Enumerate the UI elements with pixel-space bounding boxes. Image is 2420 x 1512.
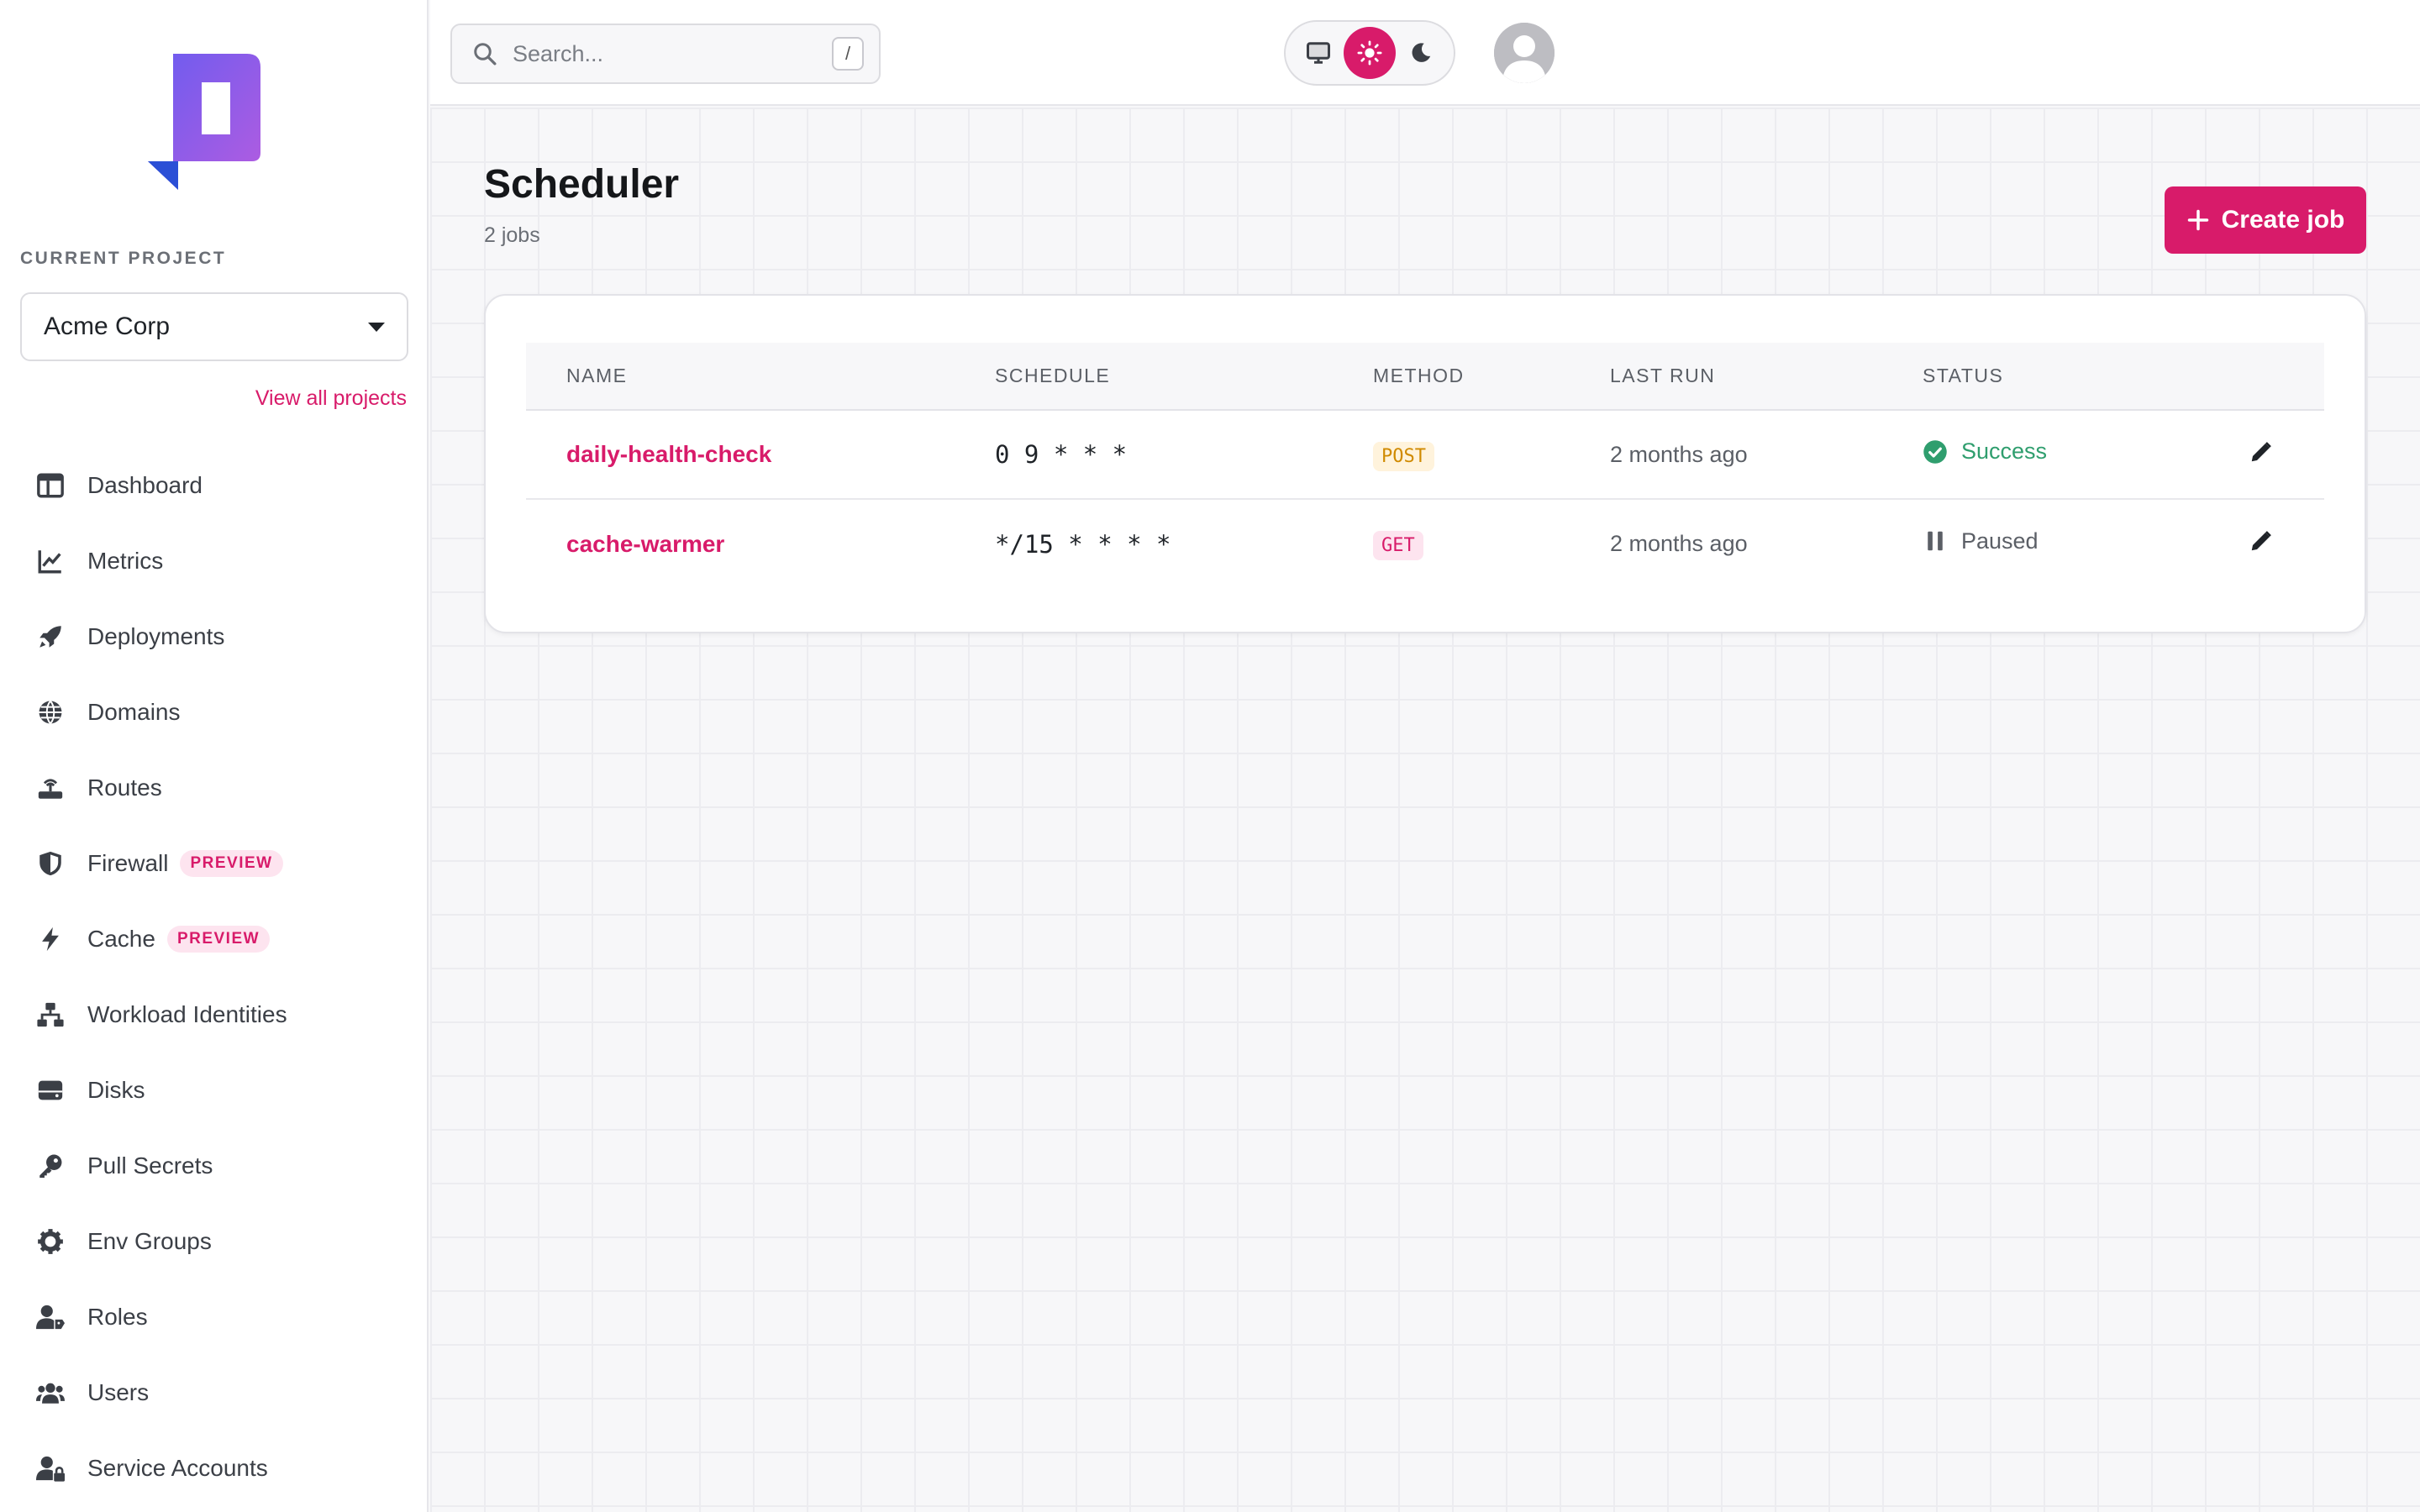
sidebar-item-label: Env Groups <box>87 1228 212 1254</box>
sidebar-item-users[interactable]: Users <box>0 1355 429 1431</box>
search-box[interactable]: / <box>450 24 881 84</box>
theme-dark-button[interactable] <box>1396 27 1447 79</box>
sidebar-item-label: Cache <box>87 926 155 952</box>
sidebar-item-env-groups[interactable]: Env Groups <box>0 1204 429 1279</box>
column-header-last-run[interactable]: LAST RUN <box>1610 343 1923 411</box>
sidebar-item-label: Dashboard <box>87 472 203 498</box>
last-run: 2 months ago <box>1610 441 1748 467</box>
chart-line-icon <box>35 546 66 576</box>
edit-pencil-icon[interactable] <box>2249 528 2274 554</box>
key-icon <box>35 1151 66 1181</box>
monitor-icon <box>1306 42 1330 64</box>
sidebar-item-label: Roles <box>87 1304 148 1330</box>
disk-icon <box>35 1075 66 1105</box>
moon-icon <box>1412 43 1431 62</box>
status-badge: Paused <box>1923 528 2039 554</box>
last-run: 2 months ago <box>1610 531 1748 556</box>
rocket-icon <box>35 622 66 652</box>
sidebar-item-label: Firewall <box>87 850 169 876</box>
project-select-value: Acme Corp <box>44 312 171 340</box>
gear-icon <box>35 1226 66 1257</box>
sidebar-item-domains[interactable]: Domains <box>0 675 429 750</box>
search-shortcut-key: / <box>832 37 864 71</box>
sidebar-item-label: Service Accounts <box>87 1455 268 1481</box>
project-select[interactable]: Acme Corp <box>20 292 408 361</box>
sidebar-item-disks[interactable]: Disks <box>0 1053 429 1128</box>
job-schedule: 0 9 * * * <box>995 440 1128 469</box>
network-icon <box>35 1000 66 1030</box>
search-icon <box>474 43 497 66</box>
sidebar-item-workload-identities[interactable]: Workload Identities <box>0 977 429 1053</box>
search-input[interactable] <box>513 40 832 67</box>
topbar: / <box>430 0 2420 106</box>
users-icon <box>35 1378 66 1408</box>
sidebar-item-label: Metrics <box>87 548 164 574</box>
sidebar-item-label: Routes <box>87 774 162 801</box>
sidebar-item-deployments[interactable]: Deployments <box>0 599 429 675</box>
job-schedule: */15 * * * * <box>995 529 1171 559</box>
jobs-table: NAME SCHEDULE METHOD LAST RUN STATUS dai… <box>526 343 2324 588</box>
method-badge: POST <box>1373 441 1434 471</box>
sidebar-item-label: Workload Identities <box>87 1001 287 1027</box>
sidebar-item-label: Domains <box>87 699 181 725</box>
pause-icon <box>1928 532 1943 551</box>
current-project-label: CURRENT PROJECT <box>20 249 227 268</box>
page-title: Scheduler <box>484 162 680 207</box>
sidebar-item-roles[interactable]: Roles <box>0 1279 429 1355</box>
plus-icon <box>2187 209 2208 231</box>
theme-switcher <box>1284 20 1455 86</box>
table-row[interactable]: daily-health-check 0 9 * * * POST 2 mont… <box>526 410 2324 500</box>
sidebar-item-label: Deployments <box>87 623 225 649</box>
theme-light-button[interactable] <box>1344 27 1396 79</box>
caret-down-icon <box>368 322 385 332</box>
dashboard-icon <box>35 470 66 501</box>
table-row[interactable]: cache-warmer */15 * * * * GET 2 months a… <box>526 499 2324 588</box>
job-name-link[interactable]: cache-warmer <box>566 530 725 557</box>
method-badge: GET <box>1373 531 1423 560</box>
sidebar-item-metrics[interactable]: Metrics <box>0 523 429 599</box>
sidebar-item-firewall[interactable]: Firewall PREVIEW <box>0 826 429 901</box>
job-count: 2 jobs <box>484 223 540 247</box>
router-icon <box>35 773 66 803</box>
column-header-schedule[interactable]: SCHEDULE <box>995 343 1373 411</box>
table-header-row: NAME SCHEDULE METHOD LAST RUN STATUS <box>526 343 2324 411</box>
main-content: Scheduler 2 jobs Create job NAME SCHEDUL… <box>430 108 2420 1512</box>
sidebar-item-pull-secrets[interactable]: Pull Secrets <box>0 1128 429 1204</box>
sidebar-item-dashboard[interactable]: Dashboard <box>0 448 429 523</box>
view-all-projects-link[interactable]: View all projects <box>255 386 407 410</box>
sidebar-nav: Dashboard Metrics Deployments Domains Ro… <box>0 448 429 1506</box>
user-avatar[interactable] <box>1494 23 1555 83</box>
preview-badge: PREVIEW <box>166 926 271 953</box>
app-logo[interactable] <box>148 54 260 190</box>
sun-icon <box>1357 40 1382 66</box>
sidebar-item-label: Pull Secrets <box>87 1152 213 1179</box>
sidebar-item-label: Disks <box>87 1077 145 1103</box>
edit-pencil-icon[interactable] <box>2249 439 2274 465</box>
shield-icon <box>35 848 66 879</box>
column-header-name[interactable]: NAME <box>526 343 995 411</box>
bolt-icon <box>35 924 66 954</box>
create-job-label: Create job <box>2221 206 2345 234</box>
status-label: Success <box>1961 438 2048 465</box>
column-header-actions <box>2249 343 2324 411</box>
sidebar-item-label: Users <box>87 1379 150 1405</box>
sidebar: CURRENT PROJECT Acme Corp View all proje… <box>0 0 429 1512</box>
theme-system-button[interactable] <box>1292 27 1344 79</box>
sidebar-item-cache[interactable]: Cache PREVIEW <box>0 901 429 977</box>
sidebar-item-routes[interactable]: Routes <box>0 750 429 826</box>
status-badge: Success <box>1923 438 2047 465</box>
sidebar-item-service-accounts[interactable]: Service Accounts <box>0 1431 429 1506</box>
column-header-status[interactable]: STATUS <box>1923 343 2249 411</box>
create-job-button[interactable]: Create job <box>2165 186 2366 254</box>
column-header-method[interactable]: METHOD <box>1373 343 1610 411</box>
jobs-card: NAME SCHEDULE METHOD LAST RUN STATUS dai… <box>484 294 2366 633</box>
job-name-link[interactable]: daily-health-check <box>566 441 772 467</box>
globe-icon <box>35 697 66 727</box>
user-lock-icon <box>35 1453 66 1483</box>
user-tag-icon <box>35 1302 66 1332</box>
check-circle-icon <box>1923 440 1947 464</box>
status-label: Paused <box>1961 528 2039 554</box>
preview-badge: PREVIEW <box>180 850 283 877</box>
